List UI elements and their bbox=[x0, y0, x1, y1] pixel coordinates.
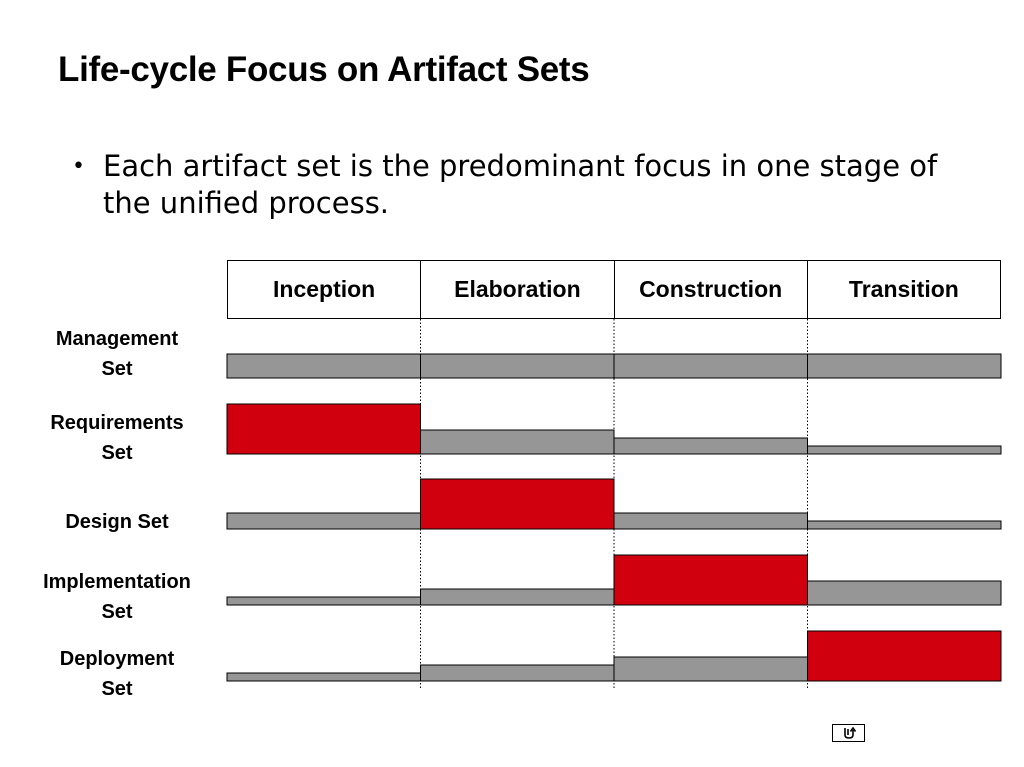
focus-bar bbox=[420, 478, 615, 530]
phase-header-table: Inception Elaboration Construction Trans… bbox=[227, 260, 1001, 319]
phase-construction: Construction bbox=[615, 261, 808, 318]
row-label-implementation: Implementation Set bbox=[17, 567, 217, 627]
secondary-bar bbox=[613, 437, 808, 455]
row-label-line: Implementation bbox=[43, 571, 191, 593]
secondary-bar bbox=[807, 520, 1002, 530]
row-label-line: Management bbox=[55, 328, 179, 350]
phase-transition: Transition bbox=[848, 276, 959, 302]
row-label-line: Set bbox=[101, 442, 133, 464]
slide-title: Life-cycle Focus on Artifact Sets bbox=[58, 50, 590, 89]
secondary-bar bbox=[226, 672, 421, 682]
focus-bar bbox=[807, 630, 1002, 682]
row-label-line: Set bbox=[101, 358, 133, 380]
secondary-bar bbox=[226, 596, 421, 606]
secondary-bar bbox=[613, 353, 808, 379]
return-button[interactable] bbox=[832, 724, 865, 742]
row-label-line: Requirements bbox=[50, 412, 184, 434]
secondary-bar bbox=[807, 580, 1002, 606]
bullet-marker: • bbox=[72, 154, 85, 179]
row-label-line: Set bbox=[101, 601, 133, 623]
row-label-line: Deployment bbox=[59, 648, 175, 670]
secondary-bar bbox=[420, 664, 615, 682]
secondary-bar bbox=[420, 588, 615, 606]
row-label-requirements: Requirements Set bbox=[17, 408, 217, 468]
row-label-design: Design Set bbox=[17, 507, 217, 537]
phase-inception: Inception bbox=[228, 261, 422, 318]
secondary-bar bbox=[420, 353, 615, 379]
secondary-bar bbox=[613, 656, 808, 682]
focus-bar bbox=[226, 403, 421, 455]
secondary-bar bbox=[420, 429, 615, 455]
secondary-bar bbox=[226, 353, 421, 379]
row-label-line: Set bbox=[101, 678, 133, 700]
secondary-bar bbox=[807, 353, 1002, 379]
return-arrow-icon bbox=[843, 726, 856, 739]
focus-bar bbox=[613, 554, 808, 606]
row-label-line: Design Set bbox=[65, 511, 169, 533]
bullet-text: Each artifact set is the predominant foc… bbox=[103, 149, 938, 220]
secondary-bar bbox=[226, 512, 421, 530]
secondary-bar bbox=[807, 445, 1002, 455]
secondary-bar bbox=[613, 512, 808, 530]
row-label-deployment: Deployment Set bbox=[17, 644, 217, 704]
phase-elaboration: Elaboration bbox=[421, 261, 615, 318]
row-label-management: Management Set bbox=[17, 324, 217, 384]
